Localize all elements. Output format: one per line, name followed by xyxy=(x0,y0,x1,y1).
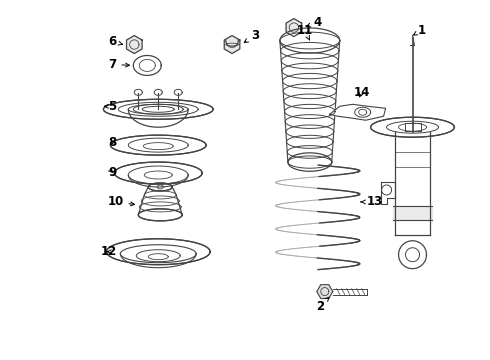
Text: 2: 2 xyxy=(316,297,329,313)
Polygon shape xyxy=(392,206,433,220)
Text: 13: 13 xyxy=(361,195,383,208)
Polygon shape xyxy=(394,132,431,235)
Polygon shape xyxy=(381,182,394,204)
Polygon shape xyxy=(138,209,182,221)
Polygon shape xyxy=(128,109,188,127)
Text: 10: 10 xyxy=(107,195,134,208)
Text: 3: 3 xyxy=(244,29,259,42)
Text: 14: 14 xyxy=(353,86,370,99)
Text: 4: 4 xyxy=(307,16,322,29)
Polygon shape xyxy=(288,156,332,168)
Polygon shape xyxy=(148,183,172,191)
Polygon shape xyxy=(333,289,367,294)
Text: 8: 8 xyxy=(108,136,117,149)
Text: 7: 7 xyxy=(108,58,129,71)
Text: 1: 1 xyxy=(414,24,425,37)
Text: 5: 5 xyxy=(104,100,117,113)
Text: 11: 11 xyxy=(297,24,313,40)
Polygon shape xyxy=(106,239,210,265)
Polygon shape xyxy=(330,104,386,120)
Polygon shape xyxy=(224,36,240,54)
Text: 6: 6 xyxy=(108,35,122,48)
Polygon shape xyxy=(126,36,142,54)
Polygon shape xyxy=(280,32,340,49)
Polygon shape xyxy=(317,285,333,298)
Polygon shape xyxy=(114,162,202,184)
Polygon shape xyxy=(110,135,206,155)
Polygon shape xyxy=(370,117,454,137)
Polygon shape xyxy=(138,187,182,215)
Polygon shape xyxy=(103,99,213,119)
Text: 9: 9 xyxy=(108,166,117,179)
Text: 12: 12 xyxy=(100,245,117,258)
Polygon shape xyxy=(286,19,302,37)
